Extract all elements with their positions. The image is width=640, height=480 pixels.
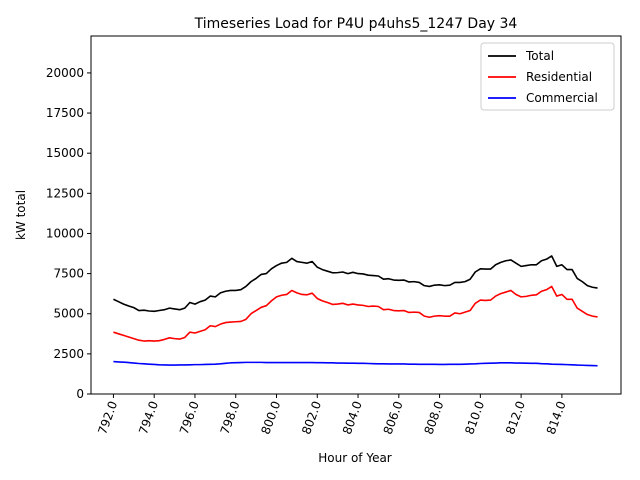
x-tick-label: 806.0 — [381, 399, 406, 436]
legend-label-total: Total — [525, 49, 554, 63]
y-axis-label: kW total — [14, 190, 28, 240]
series-line-residential — [113, 285, 598, 342]
y-tick-label: 7500 — [53, 267, 84, 281]
series-line-commercial — [113, 360, 598, 367]
legend-box — [480, 42, 615, 111]
x-tick-label: 800.0 — [258, 399, 283, 436]
series-line-total — [113, 255, 598, 313]
y-tick-label: 12500 — [46, 186, 84, 200]
y-axis: 0 2500 5000 7500 10000 12500 15000 17500 20000 — [46, 66, 91, 401]
y-tick-label: 5000 — [53, 307, 84, 321]
x-tick-label: 794.0 — [136, 399, 161, 436]
y-tick-label: 10000 — [46, 226, 84, 240]
x-tick-label: 814.0 — [544, 399, 569, 436]
x-tick-label: 812.0 — [503, 399, 528, 436]
x-tick-label: 798.0 — [218, 399, 243, 436]
legend-label-residential: Residential — [526, 70, 592, 84]
chart-title: Timeseries Load for P4U p4uhs5_1247 Day … — [194, 16, 518, 32]
x-tick-label: 810.0 — [462, 399, 487, 436]
x-tick-label: 808.0 — [421, 399, 446, 436]
x-tick-label: 796.0 — [177, 399, 202, 436]
y-tick-label: 15000 — [46, 146, 84, 160]
legend-label-commercial: Commercial — [526, 91, 598, 105]
y-tick-label: 0 — [76, 387, 84, 401]
plot-frame — [90, 35, 622, 395]
x-tick-label: 792.0 — [95, 399, 120, 436]
series-layer — [113, 255, 598, 367]
x-tick-label: 804.0 — [340, 399, 365, 436]
x-tick-label: 802.0 — [299, 399, 324, 436]
x-axis: 792.0 794.0 796.0 798.0 800.0 802.0 804.0 806.0… — [95, 394, 569, 436]
x-axis-label: Hour of Year — [318, 451, 392, 465]
y-tick-label: 2500 — [53, 347, 84, 361]
legend: Total Residential Commercial — [480, 42, 615, 111]
y-tick-label: 17500 — [46, 106, 84, 120]
y-tick-label: 20000 — [46, 66, 84, 80]
